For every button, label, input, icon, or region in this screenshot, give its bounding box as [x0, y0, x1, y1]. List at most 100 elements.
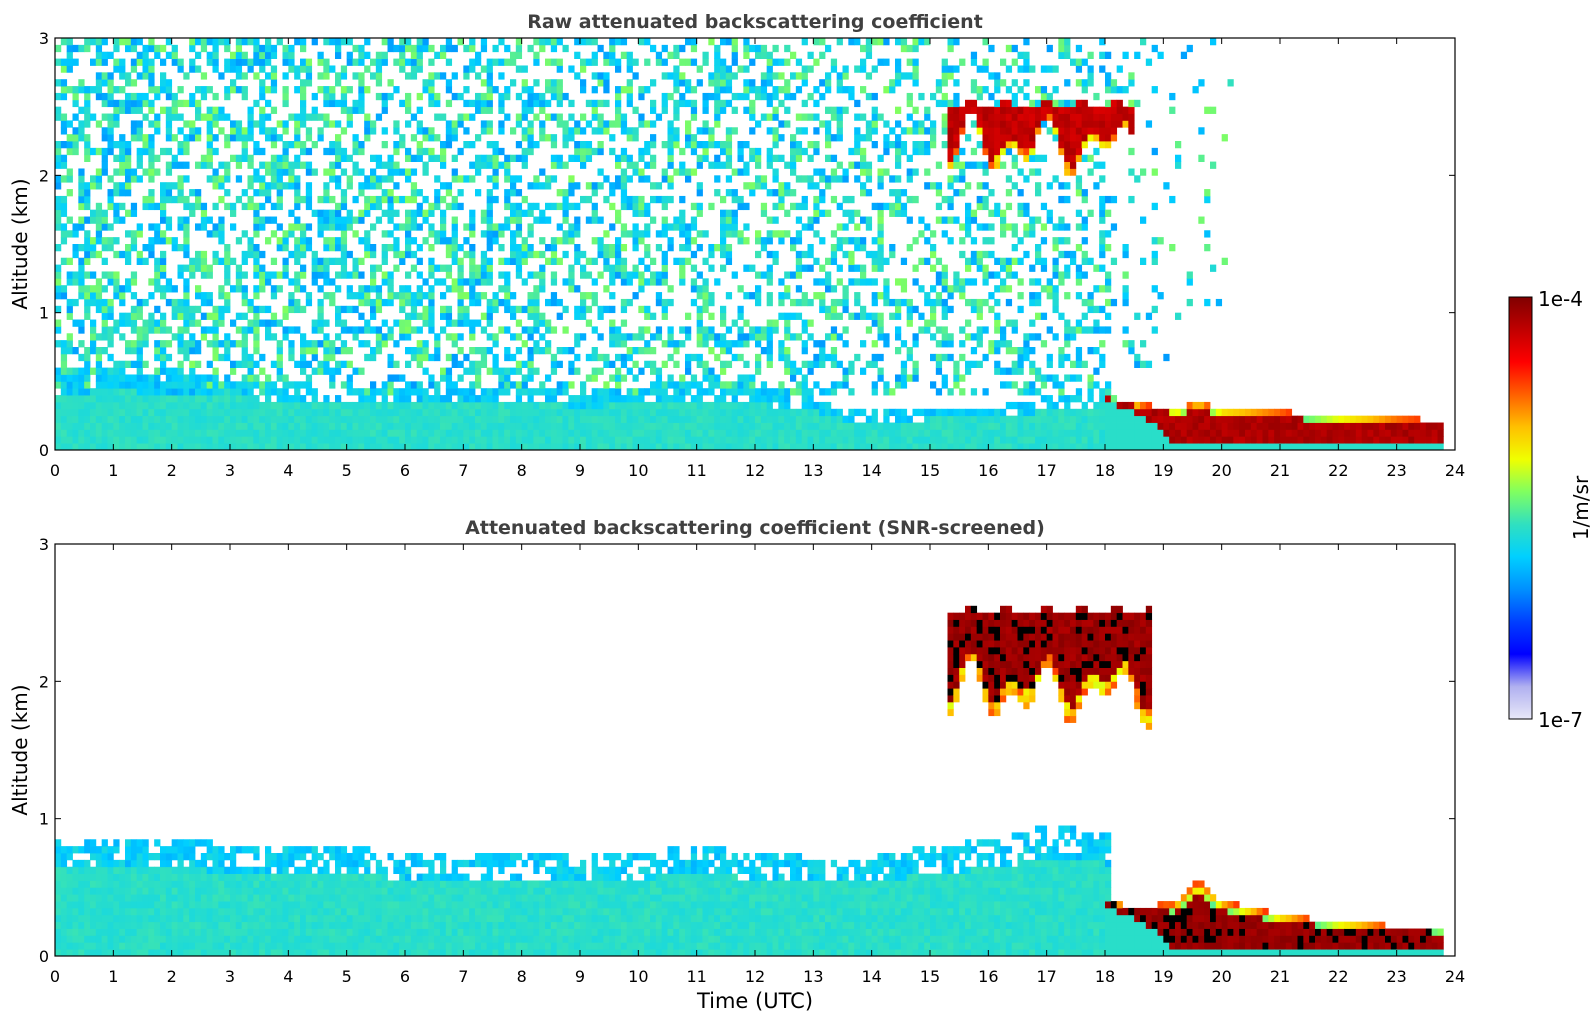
heatmap-cell	[708, 347, 715, 355]
heatmap-cell	[410, 195, 418, 204]
heatmap-cell	[644, 230, 651, 238]
heatmap-cell	[165, 51, 173, 59]
heatmap-cell	[947, 127, 954, 135]
heatmap-cell	[387, 44, 394, 53]
heatmap-cell	[696, 230, 703, 238]
heatmap-cell	[550, 395, 558, 403]
heatmap-cell	[78, 79, 85, 87]
heatmap-cell	[90, 113, 97, 121]
heatmap-cell	[416, 244, 423, 252]
heatmap-cell	[953, 161, 960, 169]
heatmap-cell	[609, 44, 616, 53]
heatmap-cell	[860, 443, 867, 451]
heatmap-cell	[282, 388, 289, 396]
heatmap-cell	[113, 168, 120, 176]
heatmap-cell	[702, 422, 709, 430]
heatmap-cell	[183, 250, 190, 259]
heatmap-cell	[177, 182, 184, 190]
heatmap-cell	[469, 216, 476, 224]
heatmap-cell	[585, 120, 593, 128]
heatmap-cell	[626, 347, 633, 355]
heatmap-cell	[819, 347, 826, 355]
heatmap-cell	[381, 127, 388, 135]
heatmap-cell	[434, 92, 441, 101]
heatmap-cell	[142, 202, 149, 211]
heatmap-cell	[650, 436, 657, 444]
heatmap-cell	[259, 92, 266, 101]
heatmap-cell	[148, 388, 155, 396]
heatmap-cell	[883, 278, 890, 286]
heatmap-cell	[714, 415, 721, 423]
heatmap-cell	[690, 353, 698, 362]
heatmap-cell	[725, 141, 733, 149]
heatmap-cell	[317, 51, 324, 59]
heatmap-cell	[230, 134, 237, 142]
heatmap-cell	[235, 264, 243, 272]
heatmap-cell	[556, 79, 563, 87]
heatmap-cell	[679, 429, 686, 437]
heatmap-cell	[224, 408, 231, 417]
heatmap-cell	[778, 408, 785, 417]
heatmap-cell	[136, 175, 143, 183]
heatmap-cell	[725, 326, 733, 334]
heatmap-cell	[387, 202, 394, 211]
heatmap-cell	[725, 340, 733, 348]
heatmap-cell	[154, 92, 161, 101]
heatmap-cell	[230, 415, 237, 423]
heatmap-cell	[241, 127, 248, 135]
heatmap-cell	[253, 271, 260, 279]
heatmap-cell	[807, 298, 814, 307]
heatmap-cell	[585, 395, 593, 403]
heatmap-cell	[725, 381, 733, 389]
heatmap-cell	[259, 51, 266, 59]
heatmap-cell	[871, 312, 878, 320]
heatmap-cell	[871, 127, 878, 135]
heatmap-cell	[451, 223, 458, 231]
heatmap-cell	[72, 147, 79, 156]
heatmap-cell	[136, 106, 143, 114]
heatmap-cell	[84, 147, 91, 156]
heatmap-cell	[136, 58, 143, 66]
heatmap-cell	[370, 127, 377, 135]
heatmap-cell	[113, 65, 120, 73]
heatmap-cell	[632, 195, 639, 204]
heatmap-cell	[405, 72, 412, 80]
heatmap-cell	[428, 58, 435, 66]
heatmap-cell	[871, 429, 878, 437]
heatmap-cell	[550, 141, 558, 149]
heatmap-cell	[434, 278, 441, 286]
heatmap-cell	[317, 340, 324, 348]
heatmap-cell	[230, 436, 237, 444]
heatmap-cell	[667, 326, 674, 334]
heatmap-cell	[451, 436, 458, 444]
heatmap-cell	[679, 326, 686, 334]
heatmap-cell	[696, 244, 703, 252]
heatmap-cell	[562, 189, 569, 197]
heatmap-cell	[84, 443, 91, 451]
heatmap-cell	[335, 72, 342, 80]
heatmap-cell	[288, 292, 295, 300]
heatmap-cell	[702, 298, 709, 307]
heatmap-cell	[556, 86, 563, 94]
heatmap-cell	[387, 443, 394, 451]
heatmap-cell	[655, 278, 663, 286]
heatmap-cell	[930, 305, 937, 314]
heatmap-cell	[148, 415, 155, 423]
heatmap-cell	[183, 161, 190, 169]
heatmap-cell	[212, 353, 219, 362]
heatmap-cell	[900, 285, 908, 293]
heatmap-cell	[451, 250, 458, 259]
heatmap-cell	[165, 285, 173, 293]
heatmap-cell	[755, 298, 762, 307]
heatmap-cell	[469, 292, 476, 300]
heatmap-cell	[696, 326, 703, 334]
heatmap-cell	[335, 141, 342, 149]
heatmap-cell	[387, 230, 394, 238]
heatmap-cell	[492, 223, 499, 231]
heatmap-cell	[568, 154, 575, 162]
heatmap-cell	[375, 436, 383, 444]
heatmap-cell	[422, 401, 429, 410]
heatmap-cell	[335, 237, 342, 245]
heatmap-cell	[276, 319, 283, 327]
heatmap-cell	[253, 44, 260, 53]
